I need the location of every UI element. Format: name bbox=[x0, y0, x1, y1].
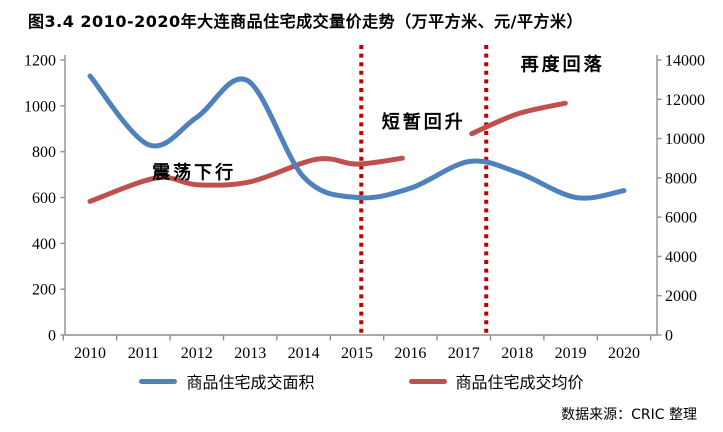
x-axis-tick-label: 2020 bbox=[608, 345, 640, 362]
left-axis-tick-label: 1000 bbox=[24, 98, 56, 115]
x-axis-tick-label: 2017 bbox=[448, 345, 480, 362]
x-axis-tick-label: 2011 bbox=[128, 345, 159, 362]
area-series-line bbox=[87, 73, 627, 201]
right-axis-tick-label: 12000 bbox=[665, 92, 705, 109]
data-source-note: 数据来源：CRIC 整理 bbox=[561, 407, 697, 423]
left-axis-tick-label: 600 bbox=[32, 190, 56, 207]
price-series-line bbox=[87, 155, 405, 204]
left-axis-tick-label: 200 bbox=[32, 282, 56, 299]
phase-annotation: 短暂回升 bbox=[382, 111, 466, 133]
left-axis-tick-label: 1200 bbox=[24, 53, 56, 70]
legend-line-swatch bbox=[139, 378, 178, 384]
x-axis-tick-label: 2012 bbox=[181, 345, 213, 362]
x-axis-tick-label: 2015 bbox=[341, 345, 373, 362]
legend-item: 商品住宅成交均价 bbox=[408, 369, 584, 393]
figure-title: 图3.4 2010-2020年大连商品住宅成交量价走势（万平方米、元/平方米） bbox=[28, 12, 583, 31]
x-axis-tick-label: 2014 bbox=[288, 345, 320, 362]
x-axis-tick-label: 2018 bbox=[501, 345, 533, 362]
legend-item: 商品住宅成交面积 bbox=[139, 369, 315, 393]
right-axis-tick-label: 2000 bbox=[665, 288, 697, 305]
right-axis-tick-label: 10000 bbox=[665, 131, 705, 148]
legend-label: 商品住宅成交面积 bbox=[186, 373, 315, 392]
legend-line-swatch bbox=[408, 378, 447, 384]
legend-label: 商品住宅成交均价 bbox=[455, 373, 584, 392]
x-axis-tick-label: 2019 bbox=[555, 345, 587, 362]
phase-annotation: 震荡下行 bbox=[152, 161, 236, 183]
x-axis-tick-label: 2013 bbox=[234, 345, 266, 362]
right-axis-tick-label: 6000 bbox=[665, 210, 697, 227]
right-axis-tick-label: 0 bbox=[665, 328, 673, 345]
price-series-line bbox=[469, 100, 568, 137]
right-axis-tick-label: 8000 bbox=[665, 170, 697, 187]
left-axis-tick-label: 400 bbox=[32, 236, 56, 253]
x-axis-tick-label: 2016 bbox=[394, 345, 426, 362]
right-axis-tick-label: 14000 bbox=[665, 53, 705, 70]
chart-legend: 商品住宅成交面积 商品住宅成交均价 bbox=[0, 369, 723, 393]
phase-annotation: 再度回落 bbox=[521, 54, 605, 76]
left-axis-tick-label: 0 bbox=[48, 328, 56, 345]
x-axis-tick-label: 2010 bbox=[74, 345, 106, 362]
right-axis-tick-label: 4000 bbox=[665, 249, 697, 266]
left-axis-tick-label: 800 bbox=[32, 144, 56, 161]
